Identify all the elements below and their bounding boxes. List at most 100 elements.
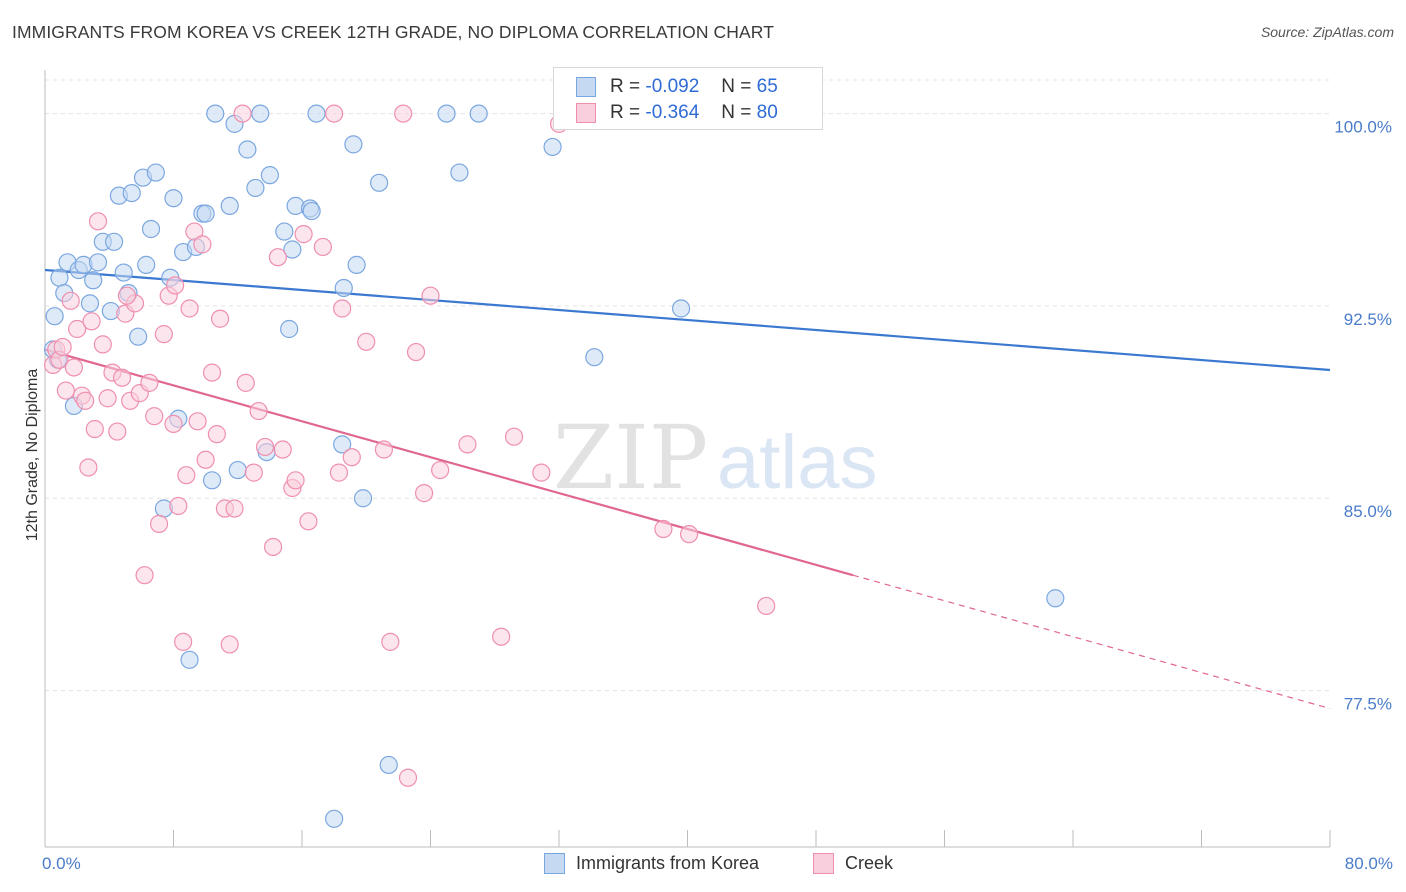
point-creek	[294, 225, 313, 244]
y-axis-label: 12th Grade, No Diploma	[24, 369, 41, 542]
point-creek	[233, 104, 252, 123]
point-creek	[202, 363, 222, 382]
y-tick-label: 92.5%	[1344, 310, 1392, 329]
point-korea	[437, 104, 456, 123]
point-creek	[98, 389, 117, 408]
point-creek	[225, 499, 244, 518]
point-creek	[244, 463, 263, 482]
point-korea	[246, 178, 265, 198]
point-creek	[357, 332, 376, 351]
point-korea	[334, 278, 353, 298]
point-creek	[61, 291, 80, 310]
point-creek	[263, 537, 283, 557]
bottom-legend: Immigrants from Korea Creek	[0, 851, 1406, 879]
point-korea	[325, 809, 344, 828]
point-creek	[145, 407, 164, 426]
point-creek	[210, 309, 230, 328]
point-korea	[671, 299, 691, 318]
point-korea	[347, 255, 366, 274]
point-creek	[117, 286, 137, 305]
legend-n-value: 65	[756, 76, 778, 97]
point-korea	[370, 173, 389, 192]
point-creek	[164, 414, 183, 433]
point-creek	[431, 460, 450, 480]
point-creek	[88, 212, 108, 231]
point-creek	[93, 335, 112, 354]
point-korea	[206, 104, 225, 123]
point-korea	[202, 471, 222, 490]
point-creek	[149, 514, 169, 533]
point-creek	[268, 248, 288, 267]
legend-swatch-korea	[576, 77, 596, 97]
source-attribution: Source: ZipAtlas.com	[1260, 24, 1394, 40]
trend-lines	[44, 268, 1331, 710]
y-tick-label: 100.0%	[1334, 118, 1392, 137]
point-korea	[228, 460, 247, 480]
point-creek	[112, 368, 132, 387]
point-creek	[154, 325, 173, 344]
y-tick-label: 77.5%	[1344, 695, 1392, 714]
point-creek	[85, 419, 104, 439]
point-korea	[344, 135, 363, 154]
point-creek	[421, 286, 440, 305]
point-creek	[140, 373, 159, 392]
point-creek	[342, 448, 361, 467]
point-creek	[220, 635, 239, 654]
point-creek	[255, 437, 275, 457]
bottom-legend-label-creek: Creek	[845, 853, 894, 873]
point-creek	[333, 299, 352, 318]
bottom-legend-korea: Immigrants from Korea	[544, 853, 759, 874]
point-creek	[236, 373, 255, 392]
point-creek	[329, 463, 349, 482]
legend-n-label: N =	[721, 102, 752, 123]
point-korea	[114, 263, 133, 282]
point-korea	[129, 327, 148, 346]
point-creek	[654, 519, 673, 539]
point-korea	[220, 196, 239, 216]
bottom-legend-label-korea: Immigrants from Korea	[576, 853, 760, 873]
point-korea	[302, 201, 321, 221]
legend-r-label: R =	[610, 76, 641, 97]
point-creek	[56, 381, 75, 400]
point-korea	[164, 189, 183, 208]
point-creek	[381, 632, 400, 651]
point-creek	[68, 319, 87, 339]
point-korea	[84, 271, 103, 290]
axes	[44, 70, 1331, 848]
legend-swatch-creek	[576, 103, 596, 123]
point-creek	[249, 401, 268, 421]
legend-r-label: R =	[610, 102, 641, 123]
point-creek	[492, 627, 511, 646]
point-korea	[1046, 589, 1065, 608]
point-creek	[757, 596, 776, 616]
bottom-legend-creek: Creek	[813, 853, 893, 874]
legend-n-value: 80	[756, 102, 778, 123]
point-korea	[88, 253, 108, 272]
point-creek	[64, 358, 84, 377]
point-creek	[406, 342, 426, 362]
point-korea	[146, 163, 165, 182]
point-creek	[458, 435, 477, 454]
point-creek	[313, 237, 332, 257]
point-creek	[53, 337, 72, 357]
point-creek	[166, 276, 185, 295]
point-korea	[260, 166, 279, 185]
point-creek	[193, 235, 212, 254]
legend-row-creek: R = -0.364 N = 80	[576, 100, 778, 126]
legend-r-value: -0.364	[645, 102, 700, 123]
legend-r-value: -0.092	[645, 76, 700, 97]
point-creek	[394, 104, 413, 123]
point-korea	[45, 307, 64, 326]
point-korea	[122, 183, 141, 203]
point-korea	[280, 319, 299, 339]
point-creek	[532, 463, 551, 482]
point-creek	[188, 412, 207, 431]
point-korea	[251, 104, 270, 123]
chart-title: IMMIGRANTS FROM KOREA VS CREEK 12TH GRAD…	[12, 22, 774, 42]
point-korea	[543, 137, 562, 157]
point-korea	[196, 204, 215, 223]
tick-labels: 77.5% 85.0% 92.5% 100.0% 0.0% 80.0%	[42, 118, 1393, 873]
point-korea	[180, 650, 199, 669]
point-creek	[180, 299, 199, 318]
trend-line-korea	[44, 268, 1331, 372]
